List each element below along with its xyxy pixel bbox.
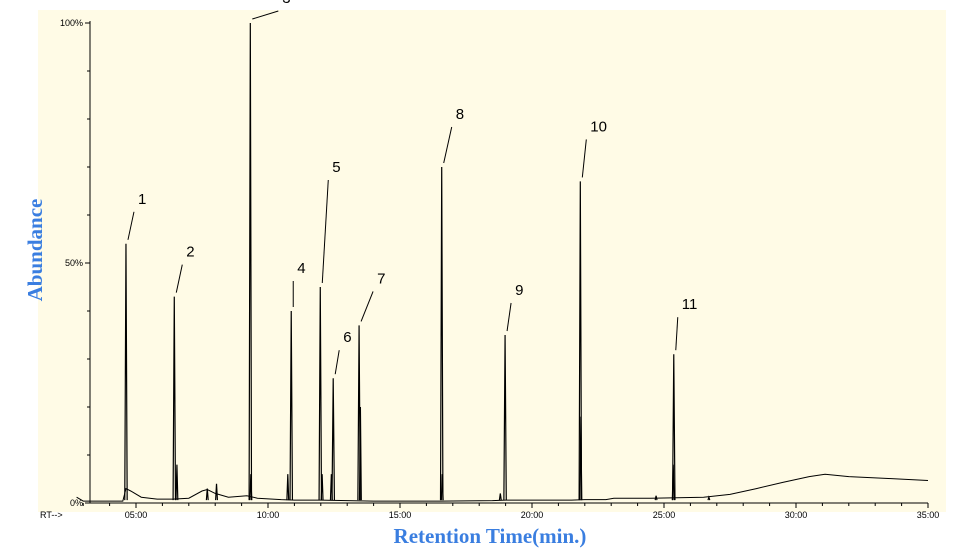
peak-2 [172, 296, 177, 501]
peak-4 [289, 310, 294, 501]
peak-label-5: 5 [332, 159, 340, 176]
peak-leader-8 [443, 126, 453, 164]
peak-leader-6 [334, 350, 340, 375]
x-tick-label: 05:00 [125, 510, 148, 520]
peak-1 [124, 243, 128, 501]
minor-peak [215, 483, 219, 501]
x-axis-label: Retention Time(min.) [393, 524, 587, 548]
minor-peak [498, 493, 502, 501]
peak-label-8: 8 [456, 106, 464, 123]
peak-leader-10 [581, 139, 587, 178]
chromatogram-baseline [76, 473, 929, 502]
y-tick-label: 50% [65, 258, 83, 268]
peak-11 [671, 354, 676, 501]
peak-leader-7 [360, 291, 374, 322]
x-axis-prefix: RT--> [40, 510, 63, 520]
peak-leader-3 [252, 10, 279, 20]
x-tick-label: 10:00 [257, 510, 280, 520]
peak-label-2: 2 [186, 244, 194, 261]
peak-label-6: 6 [343, 329, 351, 346]
peak-3 [248, 22, 253, 501]
minor-peak [205, 488, 209, 501]
x-tick-label: 35:00 [917, 510, 940, 520]
plot-background [38, 10, 946, 512]
y-axis-label: Abundance [23, 198, 47, 302]
peak-6 [331, 378, 336, 501]
peak-label-10: 10 [590, 118, 607, 135]
peak-9 [503, 334, 507, 501]
peak-10 [578, 181, 583, 501]
peak-label-7: 7 [377, 270, 385, 287]
minor-peak [707, 495, 711, 501]
peak-leader-2 [175, 264, 183, 293]
peak-leader-11 [675, 317, 679, 351]
peak-label-9: 9 [515, 282, 523, 299]
minor-peak [654, 495, 658, 501]
peak-label-4: 4 [297, 260, 305, 277]
peak-leader-1 [127, 211, 135, 240]
y-tick-label: 0% [70, 498, 83, 508]
x-tick-label: 20:00 [521, 510, 544, 520]
minor-peak [175, 464, 179, 501]
x-tick-label: 15:00 [389, 510, 412, 520]
peak-label-1: 1 [138, 191, 146, 208]
peak-5 [318, 286, 323, 501]
x-tick-label: 30:00 [785, 510, 808, 520]
peak-label-3: 3 [282, 0, 290, 7]
peak-leader-9 [506, 302, 512, 332]
peak-8 [439, 166, 444, 501]
minor-peak [286, 474, 290, 501]
y-tick-label: 100% [60, 18, 83, 28]
peak-label-11: 11 [682, 296, 698, 313]
peak-7 [357, 325, 361, 501]
peak-leader-5 [321, 179, 329, 284]
x-tick-label: 25:00 [653, 510, 676, 520]
